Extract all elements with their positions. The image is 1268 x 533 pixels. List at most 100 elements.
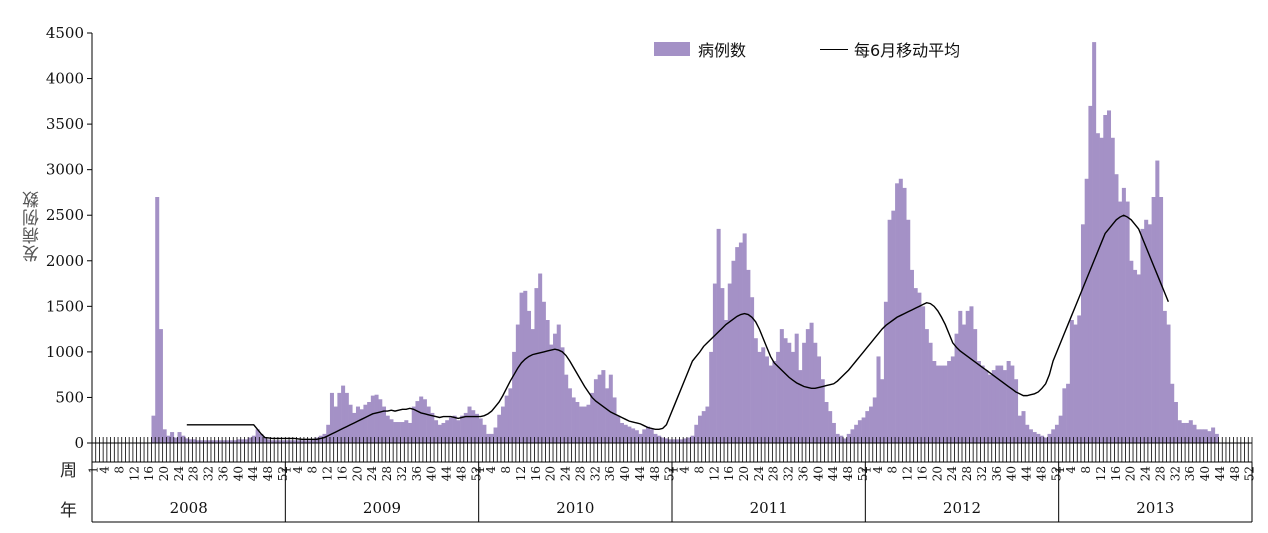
- bar-week-98: [452, 415, 457, 443]
- bar-week-236: [965, 310, 970, 443]
- bar-week-76: [370, 395, 375, 443]
- bar-week-186: [779, 329, 784, 443]
- legend-swatch-moving-average: [820, 48, 848, 50]
- bar-week-115: [515, 324, 520, 443]
- y-tick-label-1500: 1500: [46, 297, 84, 315]
- week-tick-label: 44: [1020, 466, 1034, 482]
- week-tick-label: 16: [722, 466, 736, 481]
- bar-week-106: [482, 424, 487, 443]
- bar-week-153: [657, 435, 662, 443]
- bar-week-105: [478, 418, 483, 443]
- bar-week-188: [787, 342, 792, 443]
- week-tick-label: 8: [499, 466, 513, 474]
- legend-label-moving-average: 每6月移动平均: [854, 41, 961, 60]
- bar-week-246: [1002, 370, 1007, 443]
- week-tick-label: 44: [440, 466, 454, 482]
- week-tick-label: 12: [127, 466, 141, 481]
- bar-week-285: [1147, 224, 1152, 443]
- week-tick-label: 1: [86, 466, 100, 474]
- bar-week-133: [582, 406, 587, 443]
- bar-week-225: [924, 329, 929, 443]
- bar-week-259: [1051, 429, 1056, 443]
- week-tick-label: 20: [1124, 466, 1138, 481]
- week-tick-label: 24: [365, 466, 379, 482]
- bar-week-303: [1214, 433, 1219, 443]
- week-tick-label: 36: [410, 466, 424, 481]
- week-tick-label: 1: [473, 466, 487, 474]
- week-tick-label: 24: [172, 466, 186, 482]
- bar-week-34: [214, 440, 219, 443]
- bar-week-158: [675, 439, 680, 443]
- bar-week-241: [984, 370, 989, 443]
- week-tick-label: 16: [1109, 466, 1123, 481]
- bar-week-262: [1062, 388, 1067, 443]
- week-tick-label: 48: [1228, 466, 1242, 481]
- bar-week-256: [1040, 435, 1045, 443]
- bar-week-194: [809, 322, 814, 443]
- bar-week-124: [549, 344, 554, 443]
- bar-week-42: [244, 439, 249, 443]
- bar-week-94: [437, 424, 442, 443]
- bar-week-149: [642, 429, 647, 443]
- week-tick-label: 44: [826, 466, 840, 482]
- bar-week-289: [1162, 310, 1167, 443]
- bar-week-62: [318, 435, 323, 443]
- week-tick-label: 52: [469, 466, 483, 481]
- bar-week-64: [326, 424, 331, 443]
- year-label-2012: 2012: [943, 499, 981, 517]
- bar-week-292: [1173, 402, 1178, 443]
- bar-week-74: [363, 404, 368, 443]
- bar-week-48: [266, 439, 271, 443]
- bar-week-114: [512, 351, 517, 443]
- week-tick-label: 12: [707, 466, 721, 481]
- bar-week-52: [281, 440, 286, 443]
- bar-week-199: [828, 411, 833, 443]
- y-tick-label-3000: 3000: [46, 161, 84, 179]
- bar-week-59: [307, 440, 312, 443]
- y-tick-label-0: 0: [74, 434, 84, 452]
- bar-week-229: [939, 365, 944, 443]
- bar-week-248: [1010, 365, 1015, 443]
- bar-week-191: [798, 370, 803, 443]
- bar-week-276: [1114, 174, 1119, 443]
- bar-week-77: [374, 394, 379, 443]
- bar-week-223: [917, 292, 922, 443]
- year-label-2013: 2013: [1136, 499, 1174, 517]
- bar-week-243: [991, 370, 996, 443]
- bar-week-266: [1077, 315, 1082, 443]
- week-tick-label: 16: [529, 466, 543, 481]
- bar-week-255: [1036, 433, 1041, 443]
- bar-week-130: [571, 397, 576, 443]
- bar-week-278: [1121, 187, 1126, 443]
- bar-week-206: [854, 424, 859, 443]
- week-tick-label: 4: [678, 466, 692, 474]
- bar-week-99: [456, 420, 461, 443]
- week-tick-label: 20: [350, 466, 364, 481]
- bar-week-224: [921, 306, 926, 443]
- bar-week-160: [683, 438, 688, 443]
- bar-week-116: [519, 292, 524, 443]
- week-tick-label: 28: [767, 466, 781, 481]
- bar-week-151: [649, 429, 654, 443]
- week-tick-label: 40: [425, 466, 439, 481]
- bar-week-267: [1080, 224, 1085, 443]
- bar-week-21: [166, 435, 171, 443]
- bar-week-230: [943, 365, 948, 443]
- week-tick-label: 28: [187, 466, 201, 481]
- bar-week-157: [672, 439, 677, 443]
- bar-week-80: [385, 415, 390, 443]
- week-tick-label: 4: [484, 466, 498, 474]
- bar-week-254: [1032, 432, 1037, 443]
- bar-week-101: [463, 412, 468, 443]
- bar-week-33: [210, 440, 215, 443]
- year-label-2008: 2008: [170, 499, 208, 517]
- bar-week-184: [772, 361, 777, 443]
- bar-week-68: [341, 385, 346, 443]
- year-label-2010: 2010: [556, 499, 594, 517]
- y-tick-label-500: 500: [55, 388, 84, 406]
- week-tick-label: 48: [841, 466, 855, 481]
- bar-week-217: [895, 183, 900, 443]
- week-tick-label: 32: [1168, 466, 1182, 481]
- bar-week-109: [493, 427, 498, 443]
- bar-week-190: [794, 333, 799, 443]
